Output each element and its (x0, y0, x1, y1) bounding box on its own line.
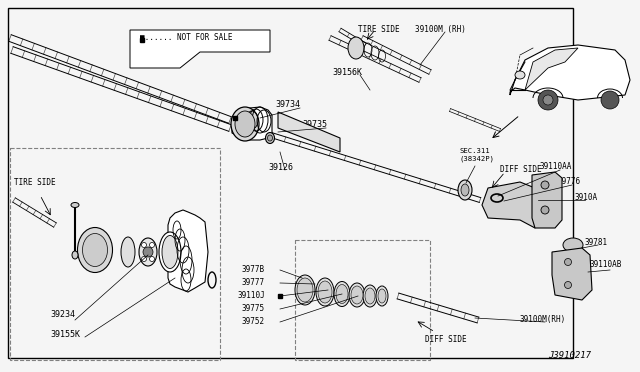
Ellipse shape (318, 281, 332, 303)
Ellipse shape (376, 286, 388, 306)
Ellipse shape (336, 285, 348, 304)
Ellipse shape (334, 282, 350, 307)
Circle shape (145, 250, 150, 254)
Ellipse shape (235, 111, 255, 137)
Ellipse shape (159, 232, 181, 272)
Text: 39752: 39752 (242, 317, 265, 326)
Ellipse shape (316, 278, 334, 306)
Text: 39156K: 39156K (332, 68, 362, 77)
Ellipse shape (268, 135, 273, 141)
Text: 39155K: 39155K (50, 330, 80, 339)
Circle shape (564, 259, 572, 266)
Ellipse shape (461, 184, 469, 196)
Ellipse shape (349, 283, 365, 307)
Circle shape (601, 91, 619, 109)
Ellipse shape (378, 289, 386, 303)
Ellipse shape (515, 71, 525, 79)
Polygon shape (278, 112, 340, 152)
Text: 39734: 39734 (275, 100, 300, 109)
Ellipse shape (72, 251, 78, 259)
Text: 39100M(RH): 39100M(RH) (520, 315, 566, 324)
Text: 39234: 39234 (50, 310, 75, 319)
Text: SEC.311
(38342P): SEC.311 (38342P) (460, 148, 495, 161)
Ellipse shape (139, 238, 157, 266)
Text: TIRE SIDE: TIRE SIDE (358, 25, 399, 34)
Polygon shape (510, 45, 630, 100)
Text: 39777: 39777 (242, 278, 265, 287)
Ellipse shape (458, 180, 472, 200)
Text: 39776: 39776 (558, 177, 581, 186)
Text: 39126: 39126 (268, 163, 293, 172)
Ellipse shape (162, 235, 178, 269)
Text: J3910217: J3910217 (548, 351, 591, 360)
Circle shape (150, 257, 154, 262)
Polygon shape (130, 30, 270, 68)
Polygon shape (532, 172, 562, 228)
Circle shape (141, 257, 147, 262)
Ellipse shape (351, 286, 363, 304)
Text: DIFF SIDE: DIFF SIDE (425, 335, 467, 344)
Circle shape (150, 243, 154, 247)
Text: 3977B: 3977B (242, 265, 265, 274)
Ellipse shape (231, 107, 259, 141)
Circle shape (541, 181, 549, 189)
Text: ■...... NOT FOR SALE: ■...... NOT FOR SALE (140, 33, 232, 42)
Text: TIRE SIDE: TIRE SIDE (14, 178, 56, 187)
Ellipse shape (348, 37, 364, 59)
Ellipse shape (365, 288, 375, 304)
Text: 39110AA: 39110AA (540, 162, 572, 171)
Circle shape (543, 95, 553, 105)
Ellipse shape (71, 202, 79, 208)
Text: 39735: 39735 (302, 120, 327, 129)
Text: 39110J: 39110J (238, 291, 266, 300)
Ellipse shape (77, 228, 113, 273)
Ellipse shape (295, 275, 315, 305)
Ellipse shape (563, 238, 583, 252)
Ellipse shape (121, 237, 135, 267)
Circle shape (538, 90, 558, 110)
Text: 39781: 39781 (585, 238, 608, 247)
Text: 39100M (RH): 39100M (RH) (415, 25, 466, 34)
Circle shape (541, 206, 549, 214)
Ellipse shape (266, 132, 275, 144)
Ellipse shape (297, 278, 313, 302)
Polygon shape (232, 107, 272, 140)
Polygon shape (482, 182, 540, 228)
Ellipse shape (363, 285, 377, 307)
Text: 39110AB: 39110AB (590, 260, 622, 269)
Polygon shape (525, 48, 578, 90)
Circle shape (141, 243, 147, 247)
Bar (8, 8, 573, 358)
Text: 3910A: 3910A (575, 193, 598, 202)
Text: DIFF SIDE: DIFF SIDE (500, 165, 541, 174)
Text: 39775: 39775 (242, 304, 265, 313)
Ellipse shape (83, 234, 108, 266)
Polygon shape (552, 248, 592, 300)
Polygon shape (168, 210, 208, 292)
Circle shape (143, 247, 153, 257)
Circle shape (564, 282, 572, 289)
